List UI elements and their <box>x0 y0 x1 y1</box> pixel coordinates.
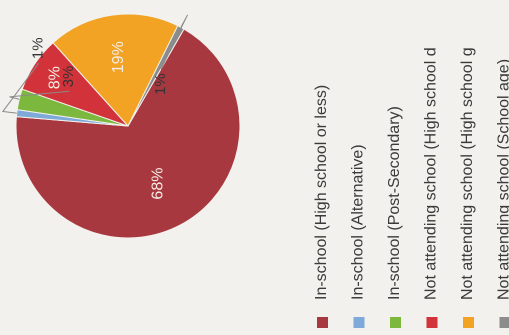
legend-swatch-in-school-post-secondary <box>390 317 401 328</box>
data-label-not-attending-dropout: 8% <box>46 66 63 89</box>
legend-label-in-school-post-secondary: In-school (Post-Secondary) <box>386 106 403 300</box>
legend-swatch-not-attending-graduate <box>463 317 474 328</box>
legend-label-in-school-alternative: In-school (Alternative) <box>350 144 367 300</box>
leader-line-not-attending-school-age <box>160 14 188 70</box>
legend-label-not-attending-dropout: Not attending school (High school d <box>423 47 440 300</box>
data-label-not-attending-school-age: 1% <box>152 73 169 95</box>
pie-slices <box>15 13 241 239</box>
legend-label-in-school-high-school: In-school (High school or less) <box>313 85 330 300</box>
leader-line-in-school-alternative <box>1 62 40 114</box>
pie-data-labels: 68% 1% 3%8% 19% 1% <box>1 14 188 200</box>
data-label-in-school-alternative: 1% <box>30 37 47 59</box>
legend-swatch-in-school-high-school <box>317 317 328 328</box>
legend-swatch-not-attending-school-age <box>499 317 509 328</box>
slice-in-school-high-school <box>15 28 241 239</box>
legend-swatch-in-school-alternative <box>353 317 365 328</box>
legend-label-not-attending-school-age: Not attending school (School age) <box>496 59 509 300</box>
data-label-in-school-high-school: 68% <box>149 168 166 200</box>
data-label-not-attending-graduate: 19% <box>110 41 127 73</box>
legend-label-not-attending-graduate: Not attending school (High school g <box>459 47 476 300</box>
legend-swatch-not-attending-dropout <box>426 317 438 328</box>
data-label-in-school-post-secondary: 3% <box>60 66 77 88</box>
leader-line-in-school-post-secondary <box>9 90 70 100</box>
legend: In-school (High school or less) In-school… <box>313 47 509 328</box>
slice-not-attending-graduate <box>52 13 179 127</box>
